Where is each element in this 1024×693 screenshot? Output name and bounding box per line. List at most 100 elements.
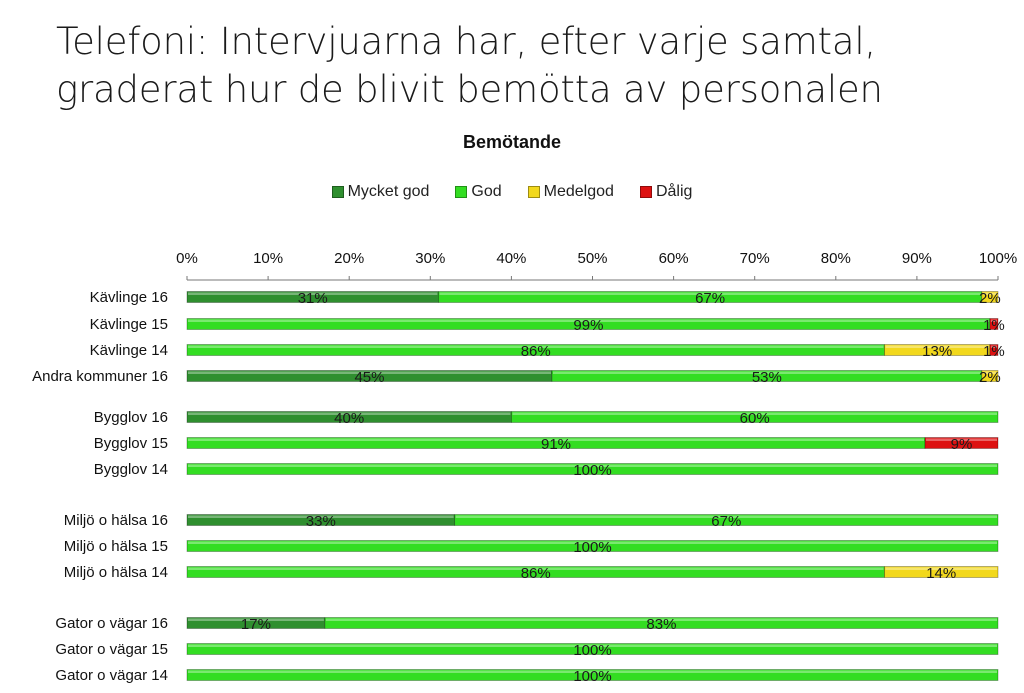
bar-highlight: [188, 515, 454, 518]
bar-segment: [186, 540, 999, 552]
data-label: 13%: [922, 343, 952, 360]
data-label: 14%: [926, 565, 956, 582]
legend-item: Medelgod: [527, 183, 614, 201]
chart-legend: Mycket god God Medelgod Dålig: [0, 183, 1024, 201]
category-label: Gator o vägar 14: [55, 667, 168, 684]
bar-segment: [510, 411, 999, 423]
legend-item: Dålig: [639, 183, 693, 201]
bar-highlight: [188, 319, 989, 322]
x-tick-label: 0%: [176, 250, 198, 267]
category-label: Gator o vägar 15: [55, 641, 168, 658]
bar-highlight: [455, 515, 997, 518]
data-label: 99%: [573, 317, 603, 334]
legend-item: Mycket god: [331, 183, 430, 201]
bar-segment: [989, 344, 999, 356]
bar-highlight: [325, 618, 997, 621]
category-label: Gator o vägar 16: [55, 615, 168, 632]
bar-highlight: [990, 345, 997, 348]
data-label: 1%: [983, 343, 1005, 360]
legend-item: God: [455, 183, 502, 201]
data-label: 83%: [646, 616, 676, 633]
bar-segment: [186, 643, 999, 655]
bar-highlight: [552, 371, 981, 374]
category-label: Kävlinge 16: [90, 289, 168, 306]
legend-swatch: [455, 186, 468, 198]
category-label: Kävlinge 14: [90, 342, 168, 359]
legend-swatch: [527, 186, 540, 198]
bar-segment: [981, 370, 999, 382]
slide-title: Telefoni: Intervjuarna har, efter varje …: [56, 20, 883, 111]
bar-highlight: [885, 345, 989, 348]
bar-highlight: [990, 319, 997, 322]
data-label: 86%: [521, 565, 551, 582]
data-label: 100%: [573, 539, 611, 556]
data-label: 17%: [241, 616, 271, 633]
chart-title: Bemötande: [462, 132, 561, 152]
category-label: Miljö o hälsa 16: [64, 512, 168, 529]
x-tick-label: 20%: [334, 250, 364, 267]
x-tick-label: 50%: [577, 250, 607, 267]
data-label: 53%: [752, 369, 782, 386]
data-label: 2%: [979, 290, 1001, 307]
legend-label: Dålig: [655, 183, 693, 200]
bar-highlight: [439, 292, 981, 295]
legend-swatch: [639, 186, 652, 198]
x-tick-label: 90%: [902, 250, 932, 267]
x-tick-label: 70%: [740, 250, 770, 267]
data-label: 45%: [354, 369, 384, 386]
bar-segment: [186, 463, 999, 475]
data-label: 33%: [306, 513, 336, 530]
bar-highlight: [188, 618, 324, 621]
legend-label: Medelgod: [543, 183, 614, 200]
bar-highlight: [926, 438, 997, 441]
bar-highlight: [188, 670, 997, 673]
bar-segment: [324, 617, 999, 629]
legend-label: Mycket god: [347, 183, 430, 200]
bar-segment: [186, 669, 999, 681]
bar-highlight: [188, 371, 551, 374]
category-label: Bygglov 15: [94, 435, 168, 452]
x-tick-label: 30%: [415, 250, 445, 267]
data-label: 9%: [951, 436, 973, 453]
bar-highlight: [982, 292, 997, 295]
x-tick-label: 10%: [253, 250, 283, 267]
bar-highlight: [188, 345, 884, 348]
bar-highlight: [188, 464, 997, 467]
bar-segment: [454, 514, 999, 526]
bar-highlight: [188, 644, 997, 647]
bar-segment: [989, 318, 999, 330]
data-label: 100%: [573, 668, 611, 685]
data-label: 31%: [298, 290, 328, 307]
bar-highlight: [188, 438, 925, 441]
data-label: 86%: [521, 343, 551, 360]
bar-highlight: [512, 412, 997, 415]
data-label: 67%: [695, 290, 725, 307]
bar-highlight: [188, 412, 511, 415]
x-tick-label: 100%: [979, 250, 1017, 267]
data-label: 91%: [541, 436, 571, 453]
data-label: 1%: [983, 317, 1005, 334]
data-label: 100%: [573, 462, 611, 479]
category-label: Miljö o hälsa 15: [64, 538, 168, 555]
legend-label: God: [471, 183, 502, 200]
data-label: 67%: [711, 513, 741, 530]
category-label: Kävlinge 15: [90, 316, 168, 333]
x-tick-label: 40%: [496, 250, 526, 267]
data-label: 100%: [573, 642, 611, 659]
data-label: 2%: [979, 369, 1001, 386]
bar-highlight: [188, 541, 997, 544]
category-label: Bygglov 16: [94, 409, 168, 426]
bar-segment: [884, 566, 999, 578]
bar-segment: [924, 437, 999, 449]
data-label: 40%: [334, 410, 364, 427]
data-label: 60%: [740, 410, 770, 427]
category-label: Miljö o hälsa 14: [64, 564, 168, 581]
bar-highlight: [885, 567, 997, 570]
bar-highlight: [188, 567, 884, 570]
x-tick-label: 60%: [659, 250, 689, 267]
bar-highlight: [188, 292, 438, 295]
x-tick-label: 80%: [821, 250, 851, 267]
legend-swatch: [331, 186, 344, 198]
category-label: Andra kommuner 16: [32, 368, 168, 385]
